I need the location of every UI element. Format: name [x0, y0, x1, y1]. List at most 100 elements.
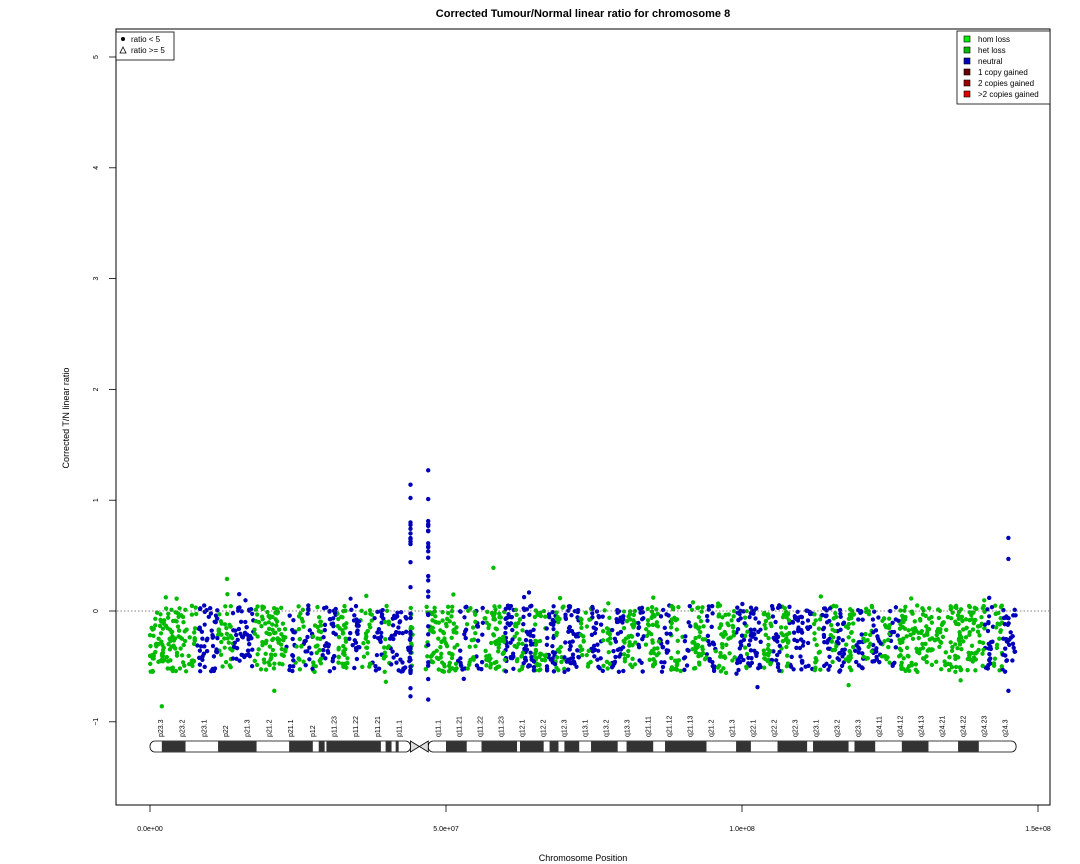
cytoband-label: q13.3 [625, 719, 632, 737]
data-point [508, 655, 513, 661]
data-point [602, 608, 607, 613]
data-point [1003, 669, 1008, 674]
data-point [365, 629, 370, 634]
data-point [220, 664, 225, 669]
data-point [704, 652, 710, 657]
data-point [297, 667, 302, 672]
data-point [806, 626, 811, 632]
data-point [786, 639, 791, 644]
data-point [954, 621, 959, 626]
data-point [281, 638, 286, 643]
data-point [318, 656, 323, 662]
data-point [198, 606, 203, 612]
data-point [315, 636, 320, 641]
data-point [267, 644, 272, 649]
data-point [341, 644, 346, 649]
data-point [458, 656, 463, 661]
data-point [514, 631, 519, 636]
centromere-stack-point [408, 657, 413, 663]
data-point [920, 612, 926, 617]
data-point [790, 620, 796, 625]
data-point [791, 667, 796, 672]
data-point [881, 616, 887, 621]
data-point [554, 665, 559, 670]
data-point [316, 629, 321, 634]
centromere-stack-point [426, 612, 431, 618]
data-point [596, 664, 601, 669]
centromere-stack-point [426, 660, 431, 665]
data-point [554, 655, 560, 660]
data-point [949, 616, 954, 621]
data-point [978, 623, 983, 628]
data-point [734, 671, 739, 676]
data-point [898, 640, 903, 646]
legend-item-2-copies-gained: 2 copies gained [978, 79, 1034, 88]
data-point [298, 611, 303, 616]
data-point [391, 623, 396, 628]
data-point [208, 606, 213, 611]
y-axis-label: Corrected T/N linear ratio [61, 368, 71, 469]
cytoband-dark [591, 741, 618, 752]
data-point [570, 652, 576, 657]
data-point [453, 661, 459, 667]
data-point [622, 659, 628, 664]
data-point [222, 645, 227, 650]
data-point [836, 641, 841, 646]
data-point [307, 657, 312, 662]
data-point [322, 622, 328, 628]
data-point [669, 617, 674, 622]
data-point [255, 612, 260, 617]
data-point [752, 632, 757, 637]
data-point [348, 596, 353, 601]
data-point [563, 615, 568, 620]
data-point [234, 632, 239, 638]
data-point [150, 668, 155, 674]
data-point [661, 607, 666, 613]
data-point [766, 612, 771, 617]
data-point [551, 669, 557, 674]
data-point [744, 651, 750, 657]
data-point [244, 625, 249, 630]
data-point [927, 606, 932, 611]
data-point [216, 627, 221, 632]
data-point [973, 668, 978, 673]
data-point [528, 650, 533, 655]
data-point [290, 636, 295, 642]
data-point [715, 665, 721, 670]
data-point [611, 663, 616, 668]
data-point [994, 645, 1000, 651]
data-point [551, 627, 556, 632]
data-point [521, 661, 526, 666]
data-point [601, 629, 606, 634]
centromere-stack-point [426, 676, 431, 682]
data-point [589, 632, 595, 638]
data-point [693, 666, 698, 671]
data-point [813, 618, 818, 623]
data-point [831, 603, 836, 609]
data-point [349, 607, 354, 613]
data-point [524, 643, 529, 648]
data-point [659, 669, 665, 674]
data-point [799, 659, 805, 664]
cytoband-label: p11.22 [353, 716, 360, 737]
data-point [299, 644, 304, 649]
data-point [758, 664, 763, 670]
data-point [982, 626, 987, 631]
data-point [658, 614, 664, 619]
data-point [861, 654, 866, 660]
cytoband-label: q24.21 [940, 715, 947, 737]
data-point [647, 657, 652, 662]
data-point [360, 664, 365, 670]
data-point [617, 654, 622, 659]
data-point [344, 621, 349, 626]
data-point [607, 615, 612, 620]
data-point [331, 616, 336, 621]
data-point [431, 650, 436, 656]
data-point [164, 606, 169, 611]
data-point [887, 660, 892, 665]
data-point [785, 661, 791, 666]
y-tick-label: −1 [93, 718, 100, 726]
data-point [695, 605, 700, 611]
data-point [403, 615, 408, 620]
y-tick-label: 2 [93, 387, 100, 391]
